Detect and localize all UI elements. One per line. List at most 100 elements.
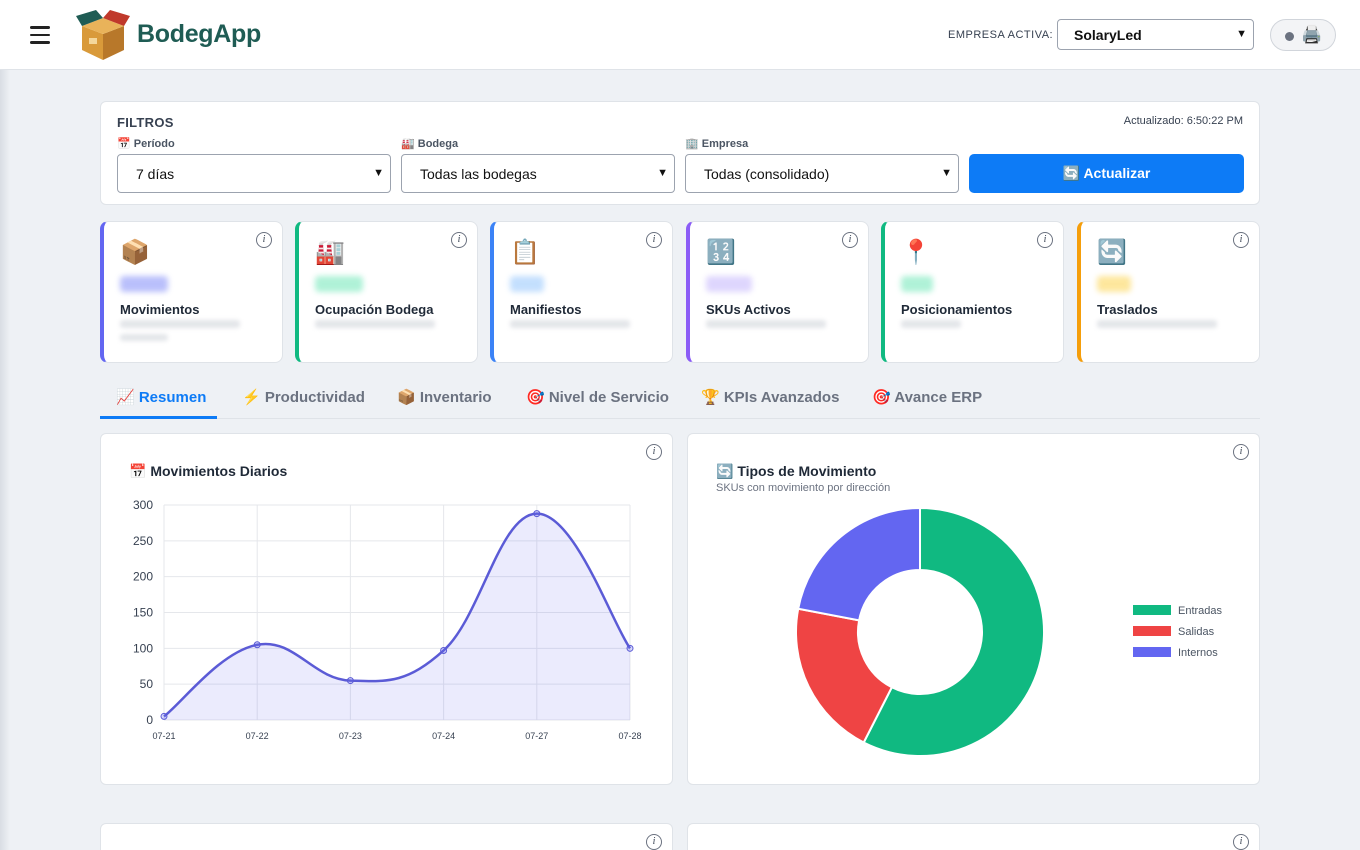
x-tick-label: 07-27	[525, 731, 548, 741]
empresa-activa-value: SolaryLed	[1074, 27, 1142, 43]
kpi-value-hidden	[510, 276, 544, 292]
info-icon[interactable]: i	[646, 834, 662, 850]
kpi-card-movimientos[interactable]: 📦 i Movimientos	[100, 221, 283, 363]
chevron-down-icon: ▼	[1236, 28, 1247, 40]
empresa-activa-label: EMPRESA ACTIVA:	[948, 29, 1054, 41]
series-line	[163, 512, 632, 718]
kpi-value-hidden	[315, 276, 363, 292]
data-point	[160, 712, 168, 720]
kpi-value-hidden	[706, 276, 752, 292]
kpi-label: Traslados	[1097, 302, 1158, 317]
kpi-label: Ocupación Bodega	[315, 302, 434, 317]
donut-slice	[862, 506, 1045, 757]
kpi-card-ocupacion[interactable]: 🏭 i Ocupación Bodega	[295, 221, 478, 363]
kpi-value-hidden	[901, 276, 933, 292]
hamburger-menu-icon[interactable]	[30, 26, 50, 44]
legend-swatch	[1133, 605, 1171, 615]
brand-name: BodegApp	[137, 20, 261, 48]
bodega-select[interactable]: Todas las bodegas ▼	[401, 154, 675, 193]
x-tick-label: 07-21	[152, 731, 175, 741]
empresa-label: 🏢 Empresa	[685, 138, 749, 150]
tab-productividad[interactable]: ⚡ Productividad	[242, 389, 365, 406]
bodega-label: 🏭 Bodega	[401, 138, 459, 150]
clipboard-icon: 📋	[510, 239, 540, 266]
area-fill	[164, 513, 630, 720]
kpi-label: Posicionamientos	[901, 302, 1013, 317]
legend-swatch	[1133, 647, 1171, 657]
kpi-value-hidden	[120, 276, 168, 292]
info-icon[interactable]: i	[1233, 834, 1249, 850]
kpi-subtext-hidden	[706, 320, 826, 328]
legend-label: Internos	[1178, 647, 1218, 659]
donut-slice	[795, 607, 894, 744]
tab-kpis-avanzados[interactable]: 🏆 KPIs Avanzados	[701, 389, 840, 406]
kpi-label: Movimientos	[120, 302, 200, 317]
tab-inventario[interactable]: 📦 Inventario	[397, 389, 492, 406]
y-tick-label: 300	[133, 498, 153, 512]
periodo-value: 7 días	[136, 166, 175, 182]
filters-title: FILTROS	[117, 115, 174, 130]
data-point	[626, 644, 634, 652]
chevron-down-icon: ▼	[941, 167, 952, 179]
tab-avance-erp[interactable]: 🎯 Avance ERP	[872, 389, 983, 406]
periodo-select[interactable]: 7 días ▼	[117, 154, 391, 193]
chevron-down-icon: ▼	[657, 167, 668, 179]
actualizar-button[interactable]: 🔄 Actualizar	[969, 154, 1244, 193]
info-icon[interactable]: i	[1233, 232, 1249, 248]
y-tick-label: 150	[133, 606, 153, 620]
kpi-value-hidden	[1097, 276, 1131, 292]
numbers-icon: 🔢	[706, 239, 736, 266]
bottom-card-right: i	[687, 823, 1260, 850]
y-tick-label: 0	[146, 713, 153, 727]
package-icon: 📦	[120, 239, 150, 266]
data-point	[440, 646, 448, 654]
kpi-label: SKUs Activos	[706, 302, 791, 317]
daily-movements-title: 📅 Movimientos Diarios	[129, 463, 288, 479]
bottom-card-left: i	[100, 823, 673, 850]
refresh-icon: 🔄	[1097, 239, 1127, 266]
kpi-subtext-hidden	[510, 320, 630, 328]
printer-icon: 🖨️	[1301, 25, 1323, 44]
left-edge	[0, 70, 10, 850]
info-icon[interactable]: i	[646, 232, 662, 248]
kpi-subtext-hidden	[120, 320, 240, 328]
kpi-subtext-hidden	[901, 320, 961, 328]
dashboard-tabs: 📈 Resumen ⚡ Productividad 📦 Inventario 🎯…	[100, 381, 1260, 419]
movement-types-title: 🔄 Tipos de Movimiento	[716, 463, 877, 479]
daily-movements-chart: 0 50 100 150 200 250 300 07-21 07-22 07-23 07-24 07…	[133, 498, 642, 741]
x-tick-label: 07-22	[246, 731, 269, 741]
x-tick-label: 07-24	[432, 731, 455, 741]
empresa-value: Todas (consolidado)	[704, 166, 830, 182]
y-tick-label: 250	[133, 534, 153, 548]
chevron-down-icon: ▼	[373, 167, 384, 179]
kpi-card-posicionamientos[interactable]: 📍 i Posicionamientos	[881, 221, 1064, 363]
info-icon[interactable]: i	[1037, 232, 1053, 248]
info-icon[interactable]: i	[842, 232, 858, 248]
info-icon[interactable]: i	[646, 444, 662, 460]
kpi-label: Manifiestos	[510, 302, 582, 317]
kpi-card-skus[interactable]: 🔢 i SKUs Activos	[686, 221, 869, 363]
periodo-label: 📅 Período	[117, 138, 175, 150]
kpi-subtext-hidden	[315, 320, 435, 328]
empresa-select[interactable]: Todas (consolidado) ▼	[685, 154, 959, 193]
box-logo-icon	[76, 10, 130, 60]
y-tick-label: 100	[133, 641, 153, 655]
y-tick-label: 50	[140, 677, 154, 691]
info-icon[interactable]: i	[1233, 444, 1249, 460]
factory-icon: 🏭	[315, 239, 345, 266]
tab-nivel-servicio[interactable]: 🎯 Nivel de Servicio	[526, 389, 669, 406]
daily-movements-card: i 📅 Movimientos Diarios 0 50 100 150 200 250 3…	[100, 433, 673, 785]
info-icon[interactable]: i	[256, 232, 272, 248]
x-tick-label: 07-23	[339, 731, 362, 741]
status-dot-icon	[1285, 32, 1294, 41]
empresa-activa-select[interactable]: SolaryLed ▼	[1057, 19, 1254, 50]
y-tick-label: 200	[133, 570, 153, 584]
movement-types-subtitle: SKUs con movimiento por dirección	[716, 482, 891, 494]
kpi-card-manifiestos[interactable]: 📋 i Manifiestos	[490, 221, 673, 363]
legend-label: Entradas	[1178, 605, 1223, 617]
tab-resumen[interactable]: 📈 Resumen	[116, 389, 207, 406]
active-tab-indicator	[100, 416, 217, 419]
kpi-card-traslados[interactable]: 🔄 i Traslados	[1077, 221, 1260, 363]
print-toggle[interactable]: 🖨️	[1270, 19, 1336, 51]
info-icon[interactable]: i	[451, 232, 467, 248]
